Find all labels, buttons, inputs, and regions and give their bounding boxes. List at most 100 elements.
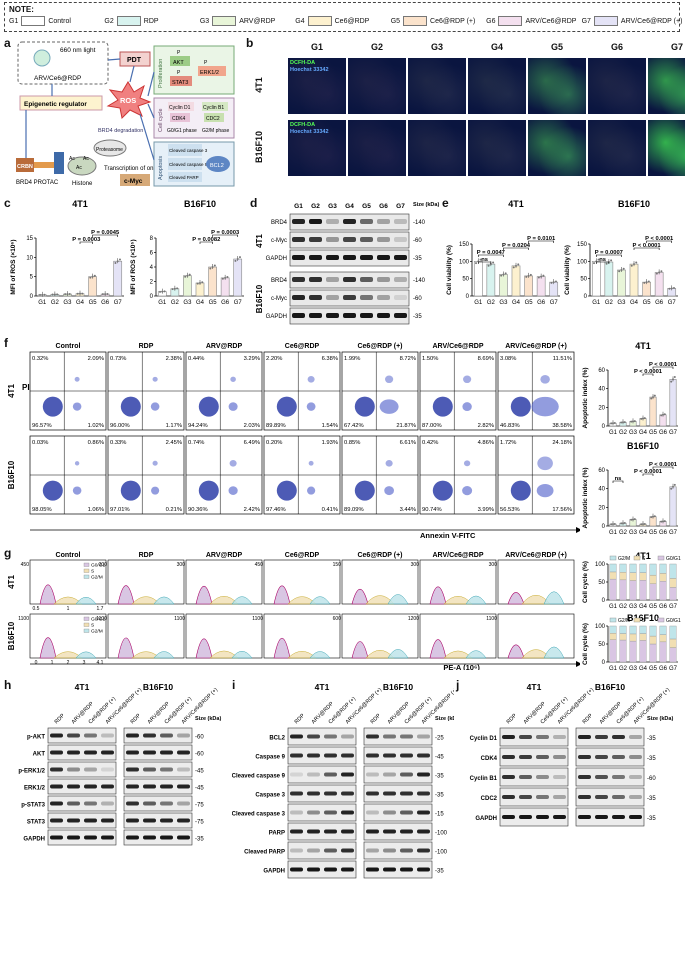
data-point — [527, 274, 530, 277]
x-tick-label: G3 — [629, 430, 638, 436]
blot-band — [360, 277, 373, 282]
cell-line-label: 4T1 — [315, 682, 330, 692]
blot-strip — [47, 727, 117, 744]
early-apoptotic-population — [379, 399, 399, 414]
blot-band — [50, 835, 63, 840]
blot-band — [417, 810, 430, 815]
data-point — [504, 272, 507, 275]
significance-bracket — [79, 241, 93, 244]
significance-label: P < 0.0001 — [649, 462, 678, 468]
cell-line-label: 4T1 — [75, 682, 90, 692]
panel-b-image — [648, 120, 685, 176]
kda-label: -35 — [647, 756, 656, 762]
data-point — [623, 421, 626, 424]
data-point — [633, 263, 635, 266]
y-tick-label: 4 — [150, 265, 154, 271]
x-tick-label: G7 — [669, 430, 678, 436]
bar — [233, 258, 243, 297]
significance-label: P = 0.0003 — [72, 237, 101, 243]
lane-label: RDP — [130, 713, 143, 726]
blot-strip — [575, 807, 645, 827]
blot-band — [84, 784, 97, 789]
quadrant-ll: 97.01% — [110, 507, 130, 513]
bar-segment — [669, 625, 677, 640]
bar-segment — [619, 563, 627, 573]
x-tick-label: G7 — [668, 300, 677, 306]
quadrant-ul: 1.50% — [422, 356, 438, 362]
significance-bracket — [642, 373, 654, 376]
blot-band — [400, 791, 413, 796]
flow-col-title: ARV/Ce6@RDP (+) — [505, 343, 567, 350]
data-point — [64, 293, 67, 296]
blot-strip — [363, 841, 433, 860]
x-tick-label: G6 — [659, 666, 668, 672]
blot-band — [326, 277, 339, 282]
blot-band — [160, 818, 173, 823]
data-point — [670, 380, 673, 383]
bar-segment — [639, 625, 647, 634]
blot-strip — [287, 746, 357, 765]
blot-band — [502, 755, 515, 759]
epigenetic-box — [19, 95, 103, 111]
bar — [649, 396, 657, 427]
data-point — [188, 273, 191, 276]
data-point — [642, 417, 644, 420]
hist-y-max: 300 — [489, 562, 498, 568]
x-tick-label: G2 — [619, 430, 628, 436]
blot-band — [394, 255, 407, 260]
blot-strip — [363, 784, 433, 803]
blot-band — [67, 784, 80, 789]
data-point — [643, 523, 646, 526]
blot-band — [341, 791, 354, 796]
note-group-name: Ce6@RDP — [334, 17, 370, 25]
panel-b-col-g5: G5 — [550, 42, 563, 52]
quadrant-ul: 0.73% — [110, 356, 126, 362]
blot-band — [309, 219, 322, 224]
bar — [486, 263, 496, 297]
kda-label: -35 — [647, 816, 656, 822]
chart-g-4t1: 4T1 Cell cycle (%) 0 50 100 G1 G2 G3 G4 G5 G6 G7 G2/… — [582, 551, 681, 610]
x-tick-label: G2 — [487, 300, 496, 306]
x-tick-label: G7 — [669, 530, 678, 536]
bar-segment — [609, 625, 617, 634]
data-point — [173, 287, 176, 290]
chart-title: 4T1 — [635, 551, 651, 561]
blot-band — [50, 801, 63, 806]
significance-bracket — [528, 240, 555, 243]
blot-band — [290, 810, 303, 815]
panel-b-col-g4: G4 — [490, 42, 503, 52]
bar — [499, 274, 508, 297]
blot-band — [360, 237, 373, 242]
quadrant-ul: 0.03% — [32, 440, 48, 446]
bar-segment — [619, 572, 627, 581]
blot-band — [366, 772, 379, 777]
hist-y-max: 150 — [333, 562, 342, 568]
hist-legend-label: G0/G1 — [91, 617, 105, 623]
blot-band — [343, 277, 356, 282]
y-tick-label: 2 — [150, 280, 154, 286]
blot-band — [160, 784, 173, 789]
brd4-degradation-label: BRD4 degradation — [98, 128, 143, 134]
hist-g2m-peak — [543, 646, 565, 659]
blot-band — [290, 734, 303, 739]
data-point — [673, 483, 676, 486]
blot-band — [536, 775, 549, 779]
quadrant-ur: 6.49% — [244, 440, 260, 446]
quadrant-ll: 96.00% — [110, 423, 130, 429]
arrow-ros-prolif — [147, 71, 155, 97]
kda-label: -60 — [195, 735, 204, 741]
data-point — [660, 520, 663, 523]
data-point — [76, 292, 79, 295]
y-tick-label: 150 — [577, 242, 588, 248]
kda-label: -35 — [413, 314, 422, 320]
blot-band — [101, 835, 114, 840]
blot-band — [177, 818, 190, 823]
protein-label: GAPDH — [475, 816, 497, 822]
blot-band — [502, 815, 515, 819]
quadrant-ur: 24.18% — [552, 440, 572, 446]
cdc2-box — [204, 113, 224, 122]
protac-link — [34, 162, 54, 168]
blot-band — [400, 810, 413, 815]
panel-label-c: c — [4, 196, 11, 210]
blot-strip — [123, 727, 193, 744]
